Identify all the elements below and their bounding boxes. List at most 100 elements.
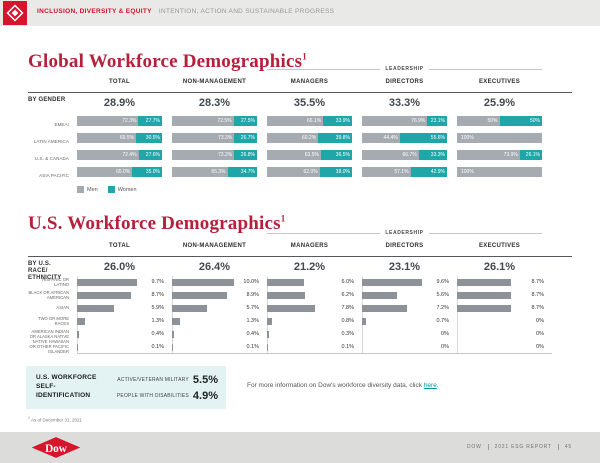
race-bar-column: 9.7% 8.7% 5.9% 1.3% 0.4% 0.1% bbox=[77, 276, 172, 354]
race-labels: HISPANIC OR LATINO BLACK OR AFRICAN AMERI… bbox=[28, 276, 70, 354]
region-label: EMEAI bbox=[54, 121, 69, 127]
gender-bar: 72.4% 27.6% bbox=[77, 150, 162, 160]
bar-value-label: 33.9% bbox=[335, 118, 350, 124]
gender-bar-column: 66.1% 33.9% 60.2% 39.8% 63.5% 36.5% 62.0% 38.0% bbox=[267, 116, 352, 184]
bar-value-label: 72.3% bbox=[122, 118, 137, 124]
bar-segment-women: 38.0% bbox=[319, 167, 352, 177]
bar-value-label: 27.5% bbox=[240, 118, 255, 124]
column-header: TOTAL bbox=[109, 79, 130, 85]
race-bar-value: 5.9% bbox=[151, 305, 164, 311]
race-bar bbox=[77, 279, 138, 286]
gender-bar-column: 50% 50% 100% 73.9% 26.1% 100% bbox=[457, 116, 542, 184]
race-bar bbox=[362, 292, 397, 299]
bar-value-label: 69.5% bbox=[119, 135, 135, 141]
race-bar-value: 0% bbox=[441, 344, 449, 350]
gender-bar: 60.2% 39.8% bbox=[267, 133, 352, 143]
race-bar bbox=[267, 318, 272, 325]
bar-value-label: 36.5% bbox=[335, 152, 350, 158]
axis-line bbox=[457, 276, 458, 353]
race-bar-column: 8.7% 8.7% 8.7% 0% 0% 0% bbox=[457, 276, 552, 354]
bar-segment-women: 35.0% bbox=[132, 167, 162, 177]
leadership-span: LEADERSHIP bbox=[267, 230, 543, 236]
bar-segment-men: 73.9% bbox=[457, 150, 520, 160]
bar-segment-men: 72.4% bbox=[77, 150, 139, 160]
bar-value-label: 30.5% bbox=[145, 135, 160, 141]
race-bar-value: 0.3% bbox=[341, 331, 354, 337]
bar-value-label: 26.7% bbox=[240, 135, 255, 141]
bar-segment-men: 73.2% bbox=[172, 150, 235, 160]
race-bar-row: 1.3% bbox=[172, 315, 267, 328]
race-bar bbox=[267, 344, 268, 351]
bar-value-label: 38.0% bbox=[335, 169, 350, 175]
global-headline-row: BY GENDER 28.9% 28.3% 35.5% 33.3% 25.9% bbox=[28, 97, 552, 109]
race-bar-value: 6.0% bbox=[341, 279, 354, 285]
info-text: For more information on Dow's workforce … bbox=[247, 382, 439, 389]
bar-segment-women: 27.6% bbox=[138, 150, 162, 160]
gender-bar: 73.3% 26.7% bbox=[172, 133, 257, 143]
race-bar bbox=[172, 344, 173, 351]
dow-logo: Dow bbox=[30, 437, 82, 463]
race-bar-row: 0.4% bbox=[172, 328, 267, 341]
race-bar-row: 8.7% bbox=[457, 289, 552, 302]
selfid-item: ACTIVE/VETERAN MILITARY 5.5% bbox=[108, 374, 226, 386]
bar-value-label: 65.0% bbox=[116, 169, 131, 175]
bar-segment-men: 63.5% bbox=[267, 150, 321, 160]
column-headline: 28.3% bbox=[198, 97, 231, 109]
divider-rule bbox=[28, 92, 572, 93]
race-bar-row: 0.3% bbox=[267, 328, 362, 341]
column-header: EXECUTIVES bbox=[478, 243, 520, 249]
selfid-item: PEOPLE WITH DISABILITIES 4.9% bbox=[108, 390, 226, 402]
global-column-headers: TOTAL NON-MANAGEMENT MANAGERS DIRECTORS EXEC… bbox=[28, 79, 552, 85]
bar-segment-women: 30.5% bbox=[136, 133, 162, 143]
footnote: 1 As of December 31, 2021 bbox=[28, 416, 82, 423]
bar-segment-women: 34.7% bbox=[227, 167, 257, 177]
bar-value-label: 57.1% bbox=[394, 169, 409, 175]
bar-value-label: 23.1% bbox=[430, 118, 445, 124]
bar-segment-men: 65.0% bbox=[77, 167, 133, 177]
race-bar-row: 6.0% bbox=[267, 276, 362, 289]
bar-value-label: 55.6% bbox=[430, 135, 445, 141]
selfid-title: U.S. WORKFORCE SELF-IDENTIFICATION bbox=[36, 374, 97, 399]
race-bar bbox=[172, 318, 181, 325]
column-spacer bbox=[28, 79, 77, 85]
bar-segment-women: 36.5% bbox=[320, 150, 352, 160]
bar-segment-men: 100% bbox=[457, 167, 542, 177]
bar-segment-men: 50% bbox=[457, 116, 500, 126]
legend-item: Men bbox=[77, 186, 98, 193]
race-bar-value: 8.9% bbox=[246, 292, 259, 298]
race-bar bbox=[172, 279, 234, 286]
bar-segment-women: 26.7% bbox=[234, 133, 257, 143]
race-bar-row: 0% bbox=[457, 341, 552, 354]
gender-bar: 72.5% 27.5% bbox=[172, 116, 257, 126]
bar-value-label: 100% bbox=[461, 135, 474, 141]
race-label: NATIVE HAWAIIAN OR OTHER PACIFIC ISLANDE… bbox=[29, 339, 69, 354]
us-column-headers: TOTAL NON-MANAGEMENT MANAGERS DIRECTORS EXEC… bbox=[28, 243, 552, 249]
legend-swatch bbox=[77, 186, 84, 193]
column-headline: 26.0% bbox=[103, 261, 136, 273]
race-bar-value: 0.1% bbox=[246, 344, 259, 350]
column-headline: 26.1% bbox=[483, 261, 516, 273]
header-tagline: INTENTION, ACTION AND SUSTAINABLE PROGRE… bbox=[158, 8, 335, 15]
race-bar-value: 0% bbox=[536, 331, 544, 337]
info-text-before: For more information on Dow's workforce … bbox=[247, 382, 424, 389]
bar-segment-men: 62.0% bbox=[267, 167, 320, 177]
race-bar bbox=[77, 331, 80, 338]
footer-page: 45 bbox=[564, 444, 572, 450]
bar-segment-women: 26.8% bbox=[234, 150, 257, 160]
race-bar-value: 8.7% bbox=[151, 292, 164, 298]
race-bar bbox=[172, 292, 228, 299]
legend-label: Women bbox=[117, 186, 137, 193]
top-header-bar: INCLUSION, DIVERSITY & EQUITY INTENTION,… bbox=[0, 0, 600, 26]
bar-segment-women: 26.1% bbox=[519, 150, 542, 160]
bar-segment-men: 72.3% bbox=[77, 116, 139, 126]
info-link[interactable]: here bbox=[423, 382, 437, 389]
region-label: U.S. & CANADA bbox=[34, 155, 69, 161]
bar-segment-women: 33.9% bbox=[323, 116, 352, 126]
race-label: HISPANIC OR LATINO bbox=[42, 276, 69, 287]
race-bar-row: 8.7% bbox=[457, 302, 552, 315]
column-header: NON-MANAGEMENT bbox=[182, 243, 247, 249]
race-bar-value: 8.7% bbox=[531, 279, 544, 285]
bar-value-label: 39.8% bbox=[335, 135, 350, 141]
footnote-marker: 1 bbox=[28, 416, 30, 420]
axis-line bbox=[77, 276, 78, 353]
